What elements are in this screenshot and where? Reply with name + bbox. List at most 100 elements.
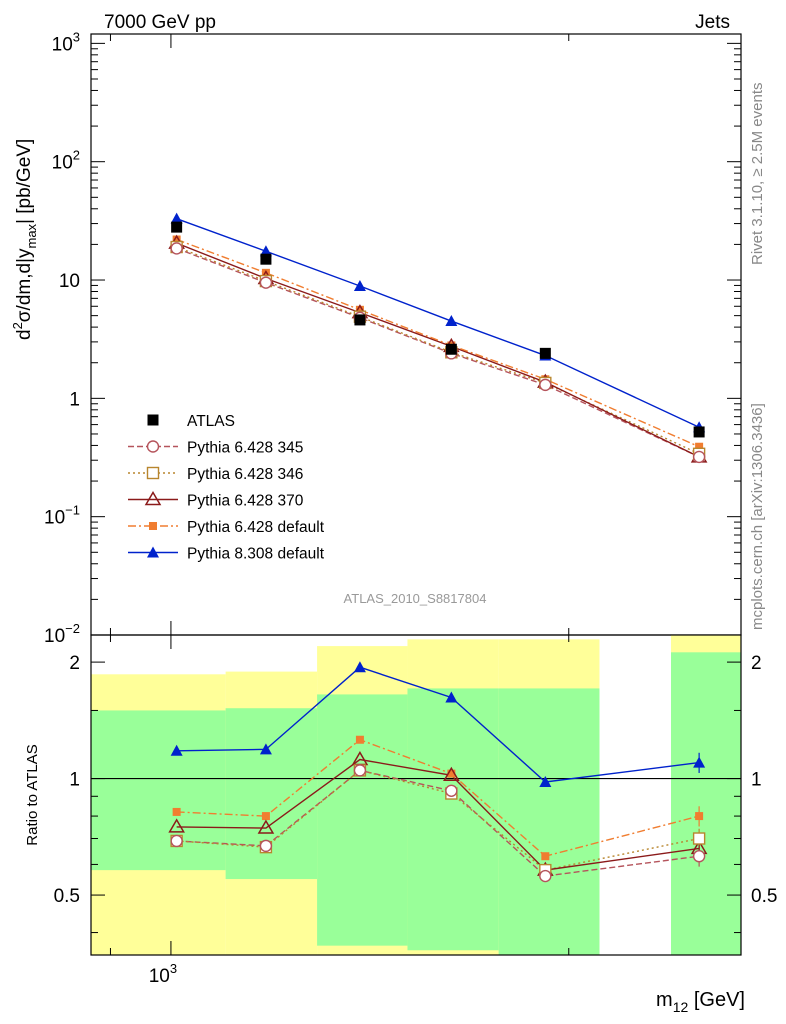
ratio-point-p345 [445, 784, 458, 797]
main-ytick-base: 10 [52, 153, 73, 174]
xtick-base: 10 [149, 966, 170, 987]
legend-marker-p8def [147, 546, 159, 558]
analysis-id: ATLAS_2010_S8817804 [344, 591, 487, 606]
main-point-data [539, 347, 551, 359]
main-point-p345 [692, 450, 706, 464]
ratio-axis-ticks: 103 0.5 0.5 1 1 2 2 [54, 635, 777, 987]
ratio-band-inner [225, 708, 318, 880]
ratio-bands [91, 635, 741, 955]
legend: ATLAS Pythia 6.428 345 Pythia 6.428 346 Pyt… [128, 413, 325, 563]
main-point-p8def [259, 245, 272, 257]
main-point-data [445, 343, 457, 355]
main-ytick-exp: 3 [73, 29, 80, 44]
main-point-p6def [355, 305, 364, 314]
ratio-point-p6def [541, 852, 550, 861]
ratio-point-p8def [693, 756, 706, 768]
ratio-line-p6def [176, 738, 700, 857]
ratio-band-inner [498, 688, 600, 955]
ratio-band-inner [317, 694, 408, 946]
ratio-point-p6def [172, 807, 181, 816]
process-label: Jets [695, 12, 730, 33]
main-ytick-label: 10−2 [44, 621, 80, 647]
main-point-p345 [170, 242, 183, 255]
main-line-p370 [176, 242, 700, 458]
ratio-point-p6def [355, 735, 364, 744]
ratio-line-p370 [176, 758, 700, 871]
ratio-point-p345 [539, 869, 552, 883]
rivet-label: Rivet 3.1.10, ≥ 2.5M events [749, 83, 766, 266]
main-ytick-label: 103 [52, 29, 80, 55]
xlabel-main: m [656, 989, 673, 1011]
ratio-point-p6def [261, 812, 270, 821]
ratio-ytick-label: 2 [69, 653, 80, 674]
ratio-ytick-label: 1 [69, 770, 80, 791]
ratio-panel: 103 0.5 0.5 1 1 2 2 [54, 634, 777, 987]
xlabel-sub: 12 [673, 999, 689, 1015]
ratio-point-p370 [257, 819, 275, 834]
ratio-line-p8def [176, 666, 700, 783]
ratio-point-p8def [539, 775, 552, 787]
main-ytick-base: 10 [44, 508, 65, 529]
ratio-point-p8def [170, 744, 183, 756]
main-point-data [354, 314, 366, 326]
main-ytick-label: 1 [69, 389, 80, 410]
beam-label: 7000 GeV pp [104, 12, 216, 33]
ratio-point-p345 [353, 764, 367, 777]
main-ytick-exp: −1 [65, 503, 80, 518]
ratio-point-p8def [445, 691, 458, 703]
main-ytick-label: 10−1 [44, 503, 80, 529]
ratio-line-p345 [176, 769, 700, 877]
main-ytick-label: 102 [52, 148, 80, 174]
ratio-series [168, 661, 708, 883]
ratio-point-p345 [692, 850, 706, 863]
legend-label-p345: Pythia 6.428 345 [187, 440, 303, 457]
main-ylabel: d2σ/dm,d|ymax| [pb/GeV] [10, 139, 39, 340]
main-ylabel-sub: max [24, 223, 39, 248]
main-ytick-exp: 2 [73, 148, 80, 163]
legend-label-p346: Pythia 6.428 346 [187, 466, 303, 483]
main-point-data [693, 426, 705, 438]
ratio-ytick-label: 0.5 [54, 886, 80, 907]
main-point-p8def [445, 315, 458, 327]
main-point-p6def [695, 442, 704, 451]
main-ylabel-end: | [pb/GeV] [14, 139, 35, 224]
ratio-point-p8def [353, 661, 366, 673]
legend-marker-p6def [149, 522, 157, 530]
main-ytick-exp: −2 [65, 621, 80, 636]
mcplots-label: mcplots.cern.ch [arXiv:1306.3436] [749, 403, 766, 630]
ratio-band-inner [91, 710, 226, 871]
main-point-p345 [539, 378, 552, 392]
legend-label-p8def: Pythia 8.308 default [187, 546, 325, 563]
ratio-point-p370 [168, 818, 185, 833]
xtick-exp: 3 [170, 961, 177, 976]
ratio-band-inner [671, 652, 741, 955]
main-line-p345 [176, 247, 700, 458]
legend-marker-p370 [144, 491, 162, 506]
main-point-data [171, 221, 183, 233]
main-ytick-base: 10 [52, 34, 73, 55]
ratio-ytick-label-right: 2 [751, 653, 762, 674]
ratio-ylabel: Ratio to ATLAS [24, 744, 41, 845]
ratio-ytick-label-right: 1 [751, 770, 762, 791]
xtick-label: 103 [149, 961, 177, 987]
legend-marker-p345 [146, 440, 160, 453]
main-point-p6def [172, 235, 181, 244]
legend-marker-data [147, 414, 159, 426]
main-ylabel-sup: 2 [10, 322, 25, 329]
main-ylabel-d: d [14, 329, 35, 340]
main-ytick-base: 10 [59, 271, 80, 292]
ratio-frame [90, 634, 742, 956]
legend-marker-p346 [146, 466, 160, 480]
xlabel-end: [GeV] [688, 989, 745, 1011]
ratio-point-p345 [259, 839, 273, 853]
main-line-p6def [176, 238, 700, 448]
legend-label-data: ATLAS [187, 413, 235, 430]
main-point-p345 [259, 276, 273, 289]
main-ytick-base: 1 [69, 389, 80, 410]
main-point-p8def [170, 212, 183, 224]
main-ylabel-mid: σ/dm,d|y [14, 248, 35, 322]
main-line-p8def [176, 218, 700, 428]
legend-label-p370: Pythia 6.428 370 [187, 493, 304, 510]
